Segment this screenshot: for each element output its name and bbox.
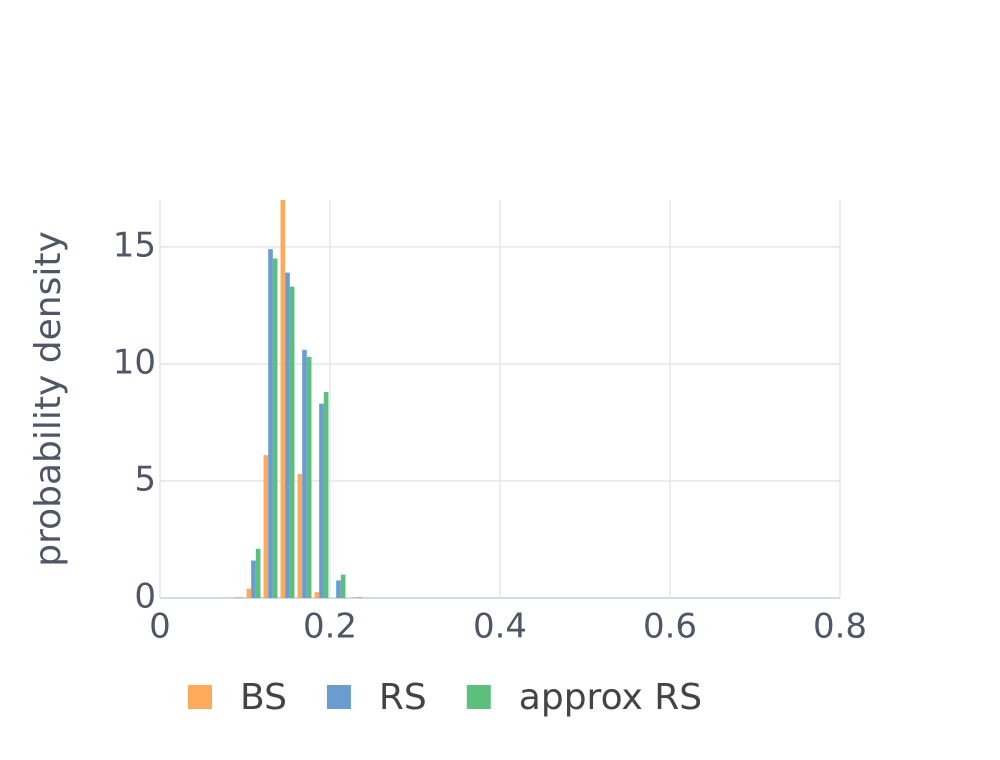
bar (251, 560, 256, 598)
legend-label: RS (379, 677, 427, 718)
bar (340, 574, 346, 598)
bar (272, 258, 278, 598)
legend-swatch (188, 685, 212, 709)
bar (297, 473, 303, 598)
x-tick-label: 0.6 (643, 607, 697, 647)
bar (268, 249, 273, 598)
bar (263, 455, 269, 598)
bar (314, 592, 320, 598)
grid (159, 200, 841, 599)
bar (285, 272, 290, 598)
legend-label: BS (240, 677, 287, 718)
x-tick-label: 0.4 (473, 607, 527, 647)
y-tick-label: 10 (113, 342, 156, 382)
bar (246, 588, 252, 598)
y-tick-label: 5 (134, 459, 156, 499)
bar (336, 580, 341, 598)
plot-area (234, 200, 363, 598)
bar (302, 349, 307, 598)
x-tick-label: 0 (149, 607, 171, 647)
bar (306, 356, 312, 598)
x-tick-label: 0.8 (813, 607, 867, 647)
legend-swatch (326, 685, 351, 709)
x-tick-label: 0.2 (303, 607, 357, 647)
legend-swatch (466, 685, 491, 709)
y-axis-title: probability density (28, 231, 69, 567)
y-tick-label: 0 (134, 577, 156, 617)
bar (280, 200, 286, 598)
bar (319, 403, 324, 598)
y-tick-label: 15 (113, 225, 156, 265)
bar (289, 286, 295, 598)
legend-label: approx RS (519, 677, 702, 718)
bar (357, 597, 363, 598)
bar (255, 548, 261, 598)
bar (323, 391, 329, 598)
